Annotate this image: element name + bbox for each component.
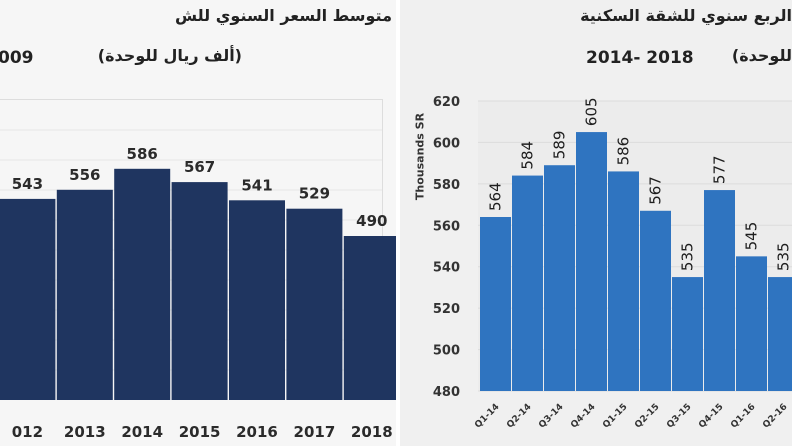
x-tick-label: 2016: [236, 423, 278, 441]
bar-value-label: 567: [647, 176, 665, 205]
bar-value-label: 586: [615, 137, 633, 166]
bar: [768, 277, 792, 391]
x-tick-label: Q3-15: [665, 402, 693, 430]
bar-value-label: 535: [679, 242, 697, 271]
x-tick-label: Q1-15: [601, 402, 629, 430]
left-title-line2: (ألف ريال للوحدة): [97, 46, 242, 65]
y-tick-label: 600: [433, 136, 460, 151]
bar: [512, 175, 543, 391]
left-title-year: 009: [0, 48, 34, 68]
x-tick-label: Q2-14: [505, 402, 533, 430]
x-tick-label: Q4-14: [569, 402, 597, 430]
x-tick-label: Q2-15: [633, 402, 661, 430]
bar: [343, 236, 396, 400]
left-title-line1: متوسط السعر السنوي للش: [175, 6, 392, 25]
bar-value-label: 490: [356, 212, 387, 230]
bar: [672, 277, 703, 391]
x-tick-label: 2017: [294, 423, 336, 441]
y-tick-label: 620: [433, 95, 460, 110]
bar: [480, 217, 511, 391]
x-tick-label: 012: [12, 423, 43, 441]
bar: [229, 200, 285, 400]
bar: [544, 165, 575, 391]
x-tick-label: Q1-16: [729, 402, 757, 430]
bar-value-label: 577: [711, 155, 729, 184]
bar-value-label: 535: [775, 242, 792, 271]
bar-value-label: 556: [69, 166, 100, 184]
y-tick-label: 560: [433, 219, 460, 234]
bar: [0, 198, 56, 400]
x-tick-label: Q1-14: [473, 402, 501, 430]
bar: [608, 171, 639, 391]
annual-price-bar-chart: 543 012 556 2013 586 2014 567 2015 541 2016 529 201…: [0, 99, 396, 441]
right-title-line2: للوحدة): [731, 46, 792, 65]
bar: [114, 168, 171, 400]
bar: [640, 210, 671, 391]
bar: [56, 189, 113, 400]
quarterly-price-panel: الربع سنوي للشقة السكنية 2014- 2018 للوح…: [400, 0, 792, 446]
bar-value-label: 589: [551, 131, 569, 160]
y-tick-label: 500: [433, 344, 460, 359]
bar-value-label: 586: [127, 145, 158, 163]
plot-top-border: [0, 99, 382, 100]
x-tick-label: Q2-16: [761, 402, 789, 430]
x-tick-label: 2018: [351, 423, 393, 441]
quarterly-price-bar-chart: 480 500 520 540 560 580 600 620 564 Q1-14 584 Q2-14…: [433, 95, 792, 430]
bar-value-label: 605: [583, 97, 601, 126]
bar-value-label: 541: [241, 176, 272, 194]
right-title-years: 2014- 2018: [586, 48, 694, 68]
bar: [171, 182, 228, 400]
y-tick-label: 580: [433, 178, 460, 193]
bar-value-label: 529: [299, 185, 330, 203]
x-tick-label: 2014: [121, 423, 163, 441]
panel-divider: [396, 0, 400, 446]
bar: [576, 132, 607, 392]
annual-average-price-panel: متوسط السعر السنوي للش 009 (ألف ريال للو…: [0, 6, 396, 441]
bar-value-label: 567: [184, 158, 215, 176]
bar-value-label: 543: [12, 175, 43, 193]
x-tick-label: 2015: [179, 423, 221, 441]
x-tick-label: 2013: [64, 423, 106, 441]
y-tick-label: 520: [433, 302, 460, 317]
y-tick-label: 540: [433, 261, 460, 276]
bar: [736, 256, 767, 391]
bar-value-label: 545: [743, 222, 761, 251]
bar: [704, 190, 735, 391]
bar-value-label: 584: [519, 141, 537, 170]
bar: [286, 208, 343, 400]
x-tick-label: Q3-14: [537, 402, 565, 430]
right-title-line1: الربع سنوي للشقة السكنية: [580, 6, 792, 25]
bar-value-label: 564: [487, 182, 505, 211]
x-tick-label: Q4-15: [697, 402, 725, 430]
y-tick-label: 480: [433, 385, 460, 400]
